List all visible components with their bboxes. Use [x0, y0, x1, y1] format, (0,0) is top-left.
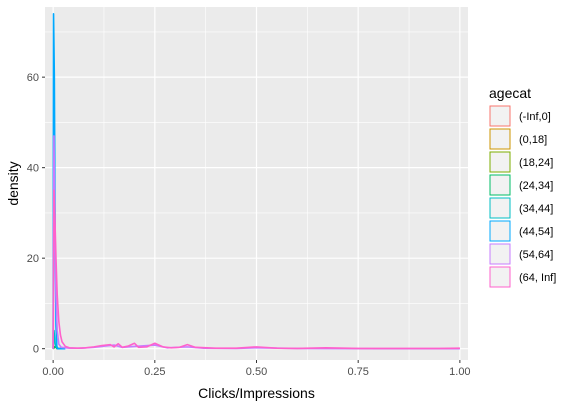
x-tick-label: 0.50: [246, 366, 267, 378]
legend-key: [489, 197, 511, 219]
legend-title: agecat: [489, 85, 531, 101]
legend-key: [489, 243, 511, 265]
legend-label: (18,24]: [519, 157, 553, 169]
legend-key: [489, 174, 511, 196]
legend-items: (-Inf,0] (0,18] (18,24] (24,34] (34,44] (44,5…: [489, 105, 556, 288]
x-tick-label: 0.00: [42, 366, 63, 378]
legend-label: (64, Inf]: [519, 272, 556, 284]
series-layer: [52, 12, 460, 350]
y-tick-label: 0: [33, 344, 39, 356]
y-tick-label: 60: [27, 72, 39, 84]
y-axis-title: density: [5, 161, 21, 205]
x-tick-label: 0.75: [347, 366, 368, 378]
x-tick-label: 1.00: [449, 366, 470, 378]
legend-key: [489, 128, 511, 150]
x-axis: 0.00 0.25 0.50 0.75 1.00: [42, 360, 471, 378]
legend-label: (0,18]: [519, 134, 547, 146]
legend-label: (44,54]: [519, 226, 553, 238]
legend-key: [489, 266, 511, 288]
density-line: [52, 189, 460, 350]
y-tick-label: 20: [27, 253, 39, 265]
x-axis-title: Clicks/Impressions: [198, 385, 315, 401]
legend-label: (24,34]: [519, 180, 553, 192]
legend-label: (54,64]: [519, 249, 553, 261]
y-tick-label: 40: [27, 163, 39, 175]
legend-key: [489, 151, 511, 173]
legend-label: (-Inf,0]: [519, 111, 551, 123]
legend: agecat (-Inf,0] (0,18] (18,24] (24,34] (34,4…: [489, 85, 556, 288]
legend-key: [489, 220, 511, 242]
legend-key: [489, 105, 511, 127]
legend-label: (34,44]: [519, 203, 553, 215]
y-axis: 0 20 40 60: [27, 72, 45, 356]
x-tick-label: 0.25: [144, 366, 165, 378]
